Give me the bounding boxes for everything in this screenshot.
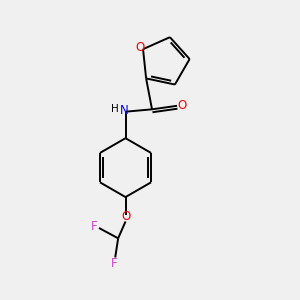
Text: H: H	[111, 104, 119, 114]
Text: F: F	[111, 257, 118, 270]
Text: F: F	[90, 220, 97, 233]
Text: N: N	[120, 104, 128, 117]
Text: O: O	[121, 210, 130, 223]
Text: O: O	[136, 41, 145, 54]
Text: O: O	[178, 99, 187, 112]
